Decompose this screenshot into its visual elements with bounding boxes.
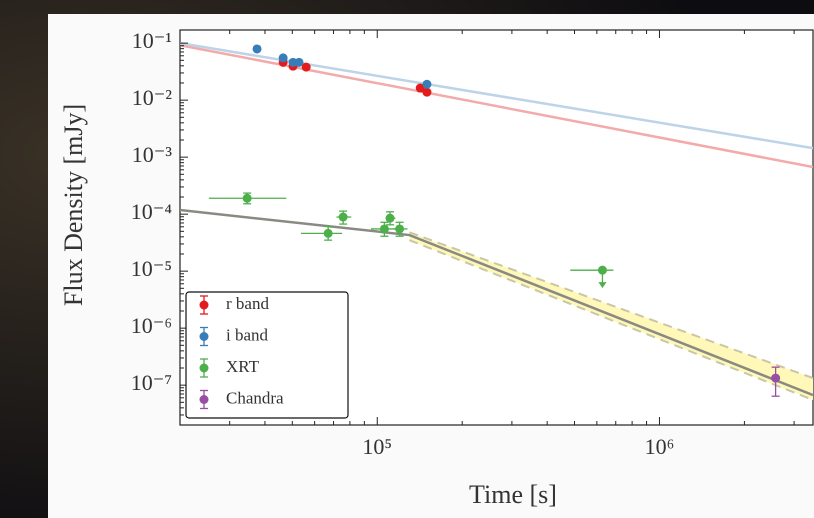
data-point [294,57,304,67]
data-point [338,212,348,222]
data-point [415,83,425,93]
data-point [278,53,288,63]
legend-marker [199,363,209,373]
legend-label: Chandra [226,388,284,407]
upper-limit-head [598,282,607,289]
plot-layer [180,41,813,401]
legend-label: r band [226,294,269,313]
data-point [379,224,389,234]
x-tick-label: 10⁵ [362,434,392,459]
data-point [252,44,262,54]
legend-label: XRT [226,357,260,376]
axes-layer: 10⁵ 10⁶ 10⁻¹ 10⁻² 10⁻³ 10⁻⁴ 10⁻⁵ 10⁻⁶ 10⁻⁷ [131,28,795,459]
y-tick-label: 10⁻⁶ [131,313,172,338]
band-edge [409,231,813,380]
legend-marker [199,300,209,310]
data-point [422,87,432,97]
y-tick-label: 10⁻³ [132,142,173,167]
y-axis-label: Flux Density [mJy] [59,104,88,306]
data-point [771,373,781,383]
data-point [395,224,405,234]
data-point [242,193,252,203]
data-point [301,62,311,72]
legend-marker [199,395,209,404]
y-tick-label: 10⁻⁴ [131,199,173,224]
data-point [323,228,333,238]
fit-line [180,208,813,397]
data-point [597,265,607,275]
x-axis-label: Time [s] [469,480,557,509]
y-tick-label: 10⁻⁷ [131,370,172,395]
y-tick-label: 10⁻¹ [132,28,172,53]
data-point [385,213,395,223]
legend-label: i band [226,325,269,344]
x-tick-label: 10⁶ [645,434,675,459]
y-tick-label: 10⁻² [132,85,173,110]
band-edge [409,239,813,401]
legend: r band i band XRT Chandra [185,291,349,419]
legend-box [185,291,349,419]
y-tick-label: 10⁻⁵ [131,256,172,281]
legend-marker [199,332,209,341]
data-point [422,79,432,89]
